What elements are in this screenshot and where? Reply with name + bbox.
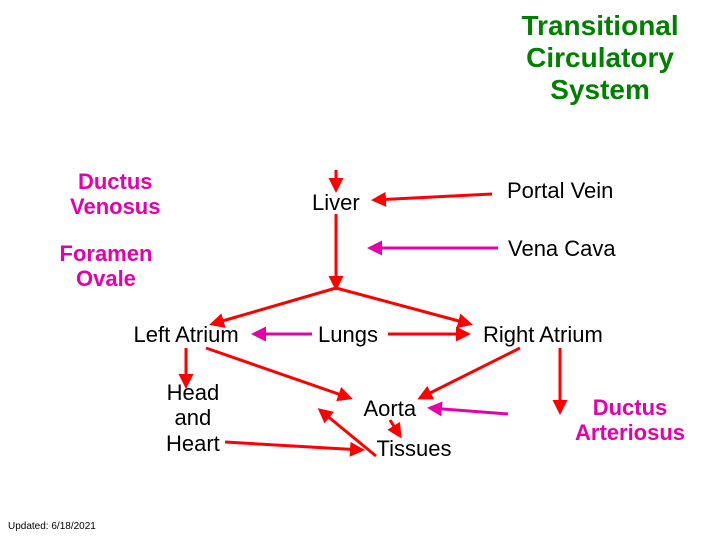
label-ductus-arteriosus: Ductus Arteriosus — [575, 395, 685, 446]
arrow-split-to-left — [212, 288, 336, 324]
arrow-portal-to-liver — [374, 194, 492, 200]
label-ductus-venosus: Ductus Venosus — [70, 169, 160, 220]
label-lungs: Lungs — [318, 322, 378, 347]
arrow-ra-to-aorta — [420, 348, 520, 398]
label-tissues: Tissues — [377, 436, 452, 461]
label-head-heart: Head and Heart — [166, 380, 220, 456]
arrow-split-to-right — [336, 288, 470, 324]
label-vena-cava: Vena Cava — [508, 236, 616, 261]
label-foramen-ovale: Foramen Ovale — [60, 241, 153, 292]
arrow-headheart-to-tissues — [225, 442, 362, 450]
diagram-title: Transitional Circulatory System — [522, 10, 679, 107]
arrow-ductus-art-in — [430, 408, 508, 414]
label-right-atrium: Right Atrium — [483, 322, 603, 347]
footer-updated: Updated: 6/18/2021 — [8, 521, 96, 532]
label-aorta: Aorta — [364, 396, 417, 421]
arrow-la-to-aorta — [206, 348, 350, 398]
arrow-aorta-to-tissues — [390, 420, 400, 436]
label-left-atrium: Left Atrium — [134, 322, 239, 347]
label-portal-vein: Portal Vein — [507, 178, 613, 203]
label-liver: Liver — [312, 190, 360, 215]
